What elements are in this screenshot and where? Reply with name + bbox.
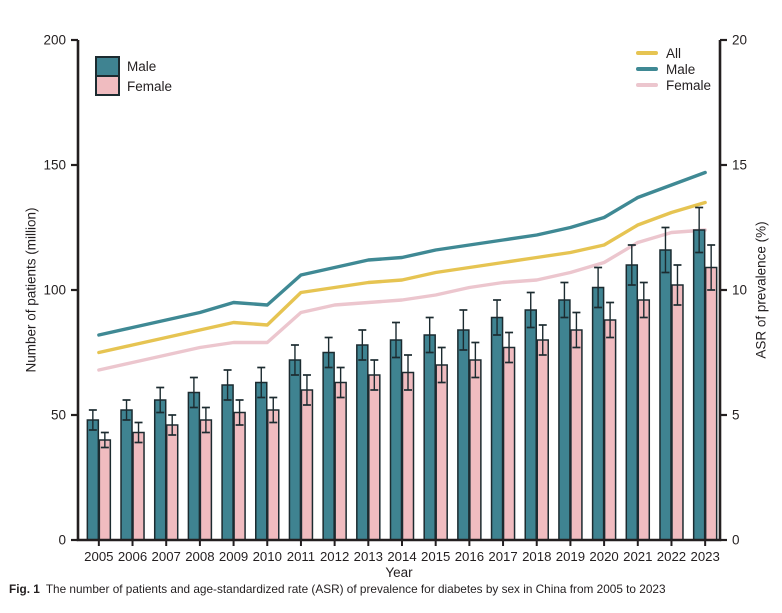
- y-left-tick-label: 0: [58, 533, 66, 548]
- bar-male-2017: [490, 316, 504, 541]
- y-right-tick-label: 0: [732, 533, 740, 548]
- bar-female-2015: [435, 364, 448, 541]
- errorbars-female: [100, 244, 716, 449]
- asr-line-male: [97, 170, 707, 337]
- bar-male-2012: [322, 351, 335, 541]
- x-tick-label: 2015: [421, 549, 450, 564]
- bar-female-2009: [233, 411, 246, 541]
- line-legend: All Male Female: [636, 45, 711, 93]
- bar-legend-item-female: Female: [95, 74, 173, 96]
- x-tick-label: 2016: [455, 549, 484, 564]
- caption-label: Fig. 1: [9, 582, 40, 596]
- line-legend-item-female: Female: [636, 77, 711, 93]
- female-line-swatch-icon: [636, 83, 658, 87]
- bar-female-2014: [401, 371, 415, 541]
- male-line-swatch-icon: [636, 67, 658, 71]
- bar-male-2021: [625, 264, 639, 541]
- line-legend-male-label: Male: [666, 61, 696, 77]
- bar-female-2017: [502, 346, 516, 541]
- female-bar-swatch-icon: [95, 74, 120, 96]
- y-right-tick-label: 10: [732, 283, 747, 298]
- y-left-tick-label: 50: [51, 408, 66, 423]
- x-tick-label: 2007: [152, 549, 181, 564]
- bar-male-2005: [86, 419, 100, 541]
- line-legend-item-all: All: [636, 45, 711, 61]
- bar-female-2019: [570, 329, 583, 541]
- bar-female-2020: [603, 319, 617, 541]
- male-bar-swatch-icon: [95, 55, 120, 77]
- bar-female-2005: [98, 439, 112, 541]
- bar-legend-male-label: Male: [127, 58, 157, 74]
- bar-female-2012: [334, 381, 347, 541]
- x-tick-label: 2014: [387, 549, 416, 564]
- bar-male-2015: [423, 334, 436, 541]
- bar-male-2014: [389, 339, 403, 541]
- y-right-tick-label: 15: [732, 158, 747, 173]
- bar-female-2013: [368, 374, 381, 541]
- x-tick-label: 2012: [320, 549, 349, 564]
- bar-male-2023: [692, 229, 706, 541]
- y-axis-left-title: Number of patients (million): [23, 207, 39, 373]
- bar-male-2009: [221, 384, 234, 541]
- all-line-swatch-icon: [636, 51, 658, 55]
- bar-female-2023: [704, 266, 718, 541]
- bar-female-2018: [536, 339, 549, 541]
- x-tick-label: 2021: [623, 549, 652, 564]
- bar-male-2011: [288, 359, 302, 541]
- bar-male-2008: [187, 391, 201, 541]
- bar-legend: Male Female: [95, 55, 173, 96]
- x-tick-label: 2013: [354, 549, 383, 564]
- bar-legend-female-label: Female: [127, 78, 173, 94]
- bar-female-2011: [300, 389, 314, 541]
- x-tick-label: 2019: [556, 549, 585, 564]
- x-tick-label: 2008: [185, 549, 214, 564]
- bar-male-2007: [153, 399, 167, 541]
- x-tick-label: 2020: [589, 549, 618, 564]
- y-axis-right-title: ASR of prevalence (%): [753, 221, 769, 359]
- bar-male-2020: [591, 286, 605, 541]
- bar-female-2007: [165, 424, 179, 541]
- bar-male-2016: [457, 329, 470, 541]
- caption-text: The number of patients and age-standardi…: [45, 582, 666, 596]
- bars-female: [98, 266, 718, 541]
- x-tick-label: 2009: [219, 549, 248, 564]
- errorbars-male: [88, 206, 704, 431]
- bar-male-2010: [255, 381, 268, 541]
- y-left-tick-label: 150: [43, 158, 66, 173]
- x-tick-label: 2006: [118, 549, 147, 564]
- line-legend-item-male: Male: [636, 61, 711, 77]
- x-tick-label: 2018: [522, 549, 551, 564]
- x-tick-label: 2005: [84, 549, 113, 564]
- asr-line-all: [97, 200, 707, 355]
- bar-male-2018: [524, 309, 537, 541]
- y-right-tick-label: 20: [732, 33, 747, 48]
- bar-male-2022: [659, 249, 672, 541]
- bar-female-2021: [637, 299, 651, 541]
- bar-female-2008: [199, 419, 213, 541]
- y-left-tick-label: 100: [43, 283, 66, 298]
- x-tick-label: 2023: [690, 549, 719, 564]
- figure-caption: Fig. 1 The number of patients and age-sta…: [9, 582, 666, 596]
- bar-female-2016: [469, 359, 482, 541]
- line-legend-female-label: Female: [666, 77, 712, 93]
- x-axis-title: Year: [385, 565, 413, 580]
- bar-female-2006: [132, 431, 145, 541]
- y-right-tick-label: 5: [732, 408, 740, 423]
- bar-legend-item-male: Male: [95, 55, 172, 77]
- bar-male-2006: [120, 409, 133, 541]
- x-tick-label: 2010: [253, 549, 282, 564]
- bar-male-2019: [558, 299, 571, 541]
- x-tick-label: 2022: [657, 549, 686, 564]
- bar-female-2022: [671, 284, 684, 541]
- line-legend-all-label: All: [666, 45, 682, 61]
- x-tick-label: 2017: [488, 549, 517, 564]
- y-left-tick-label: 200: [43, 33, 66, 48]
- asr-line-female: [97, 228, 707, 372]
- bar-female-2010: [267, 409, 280, 541]
- x-tick-label: 2011: [287, 549, 315, 564]
- bar-male-2013: [356, 344, 369, 541]
